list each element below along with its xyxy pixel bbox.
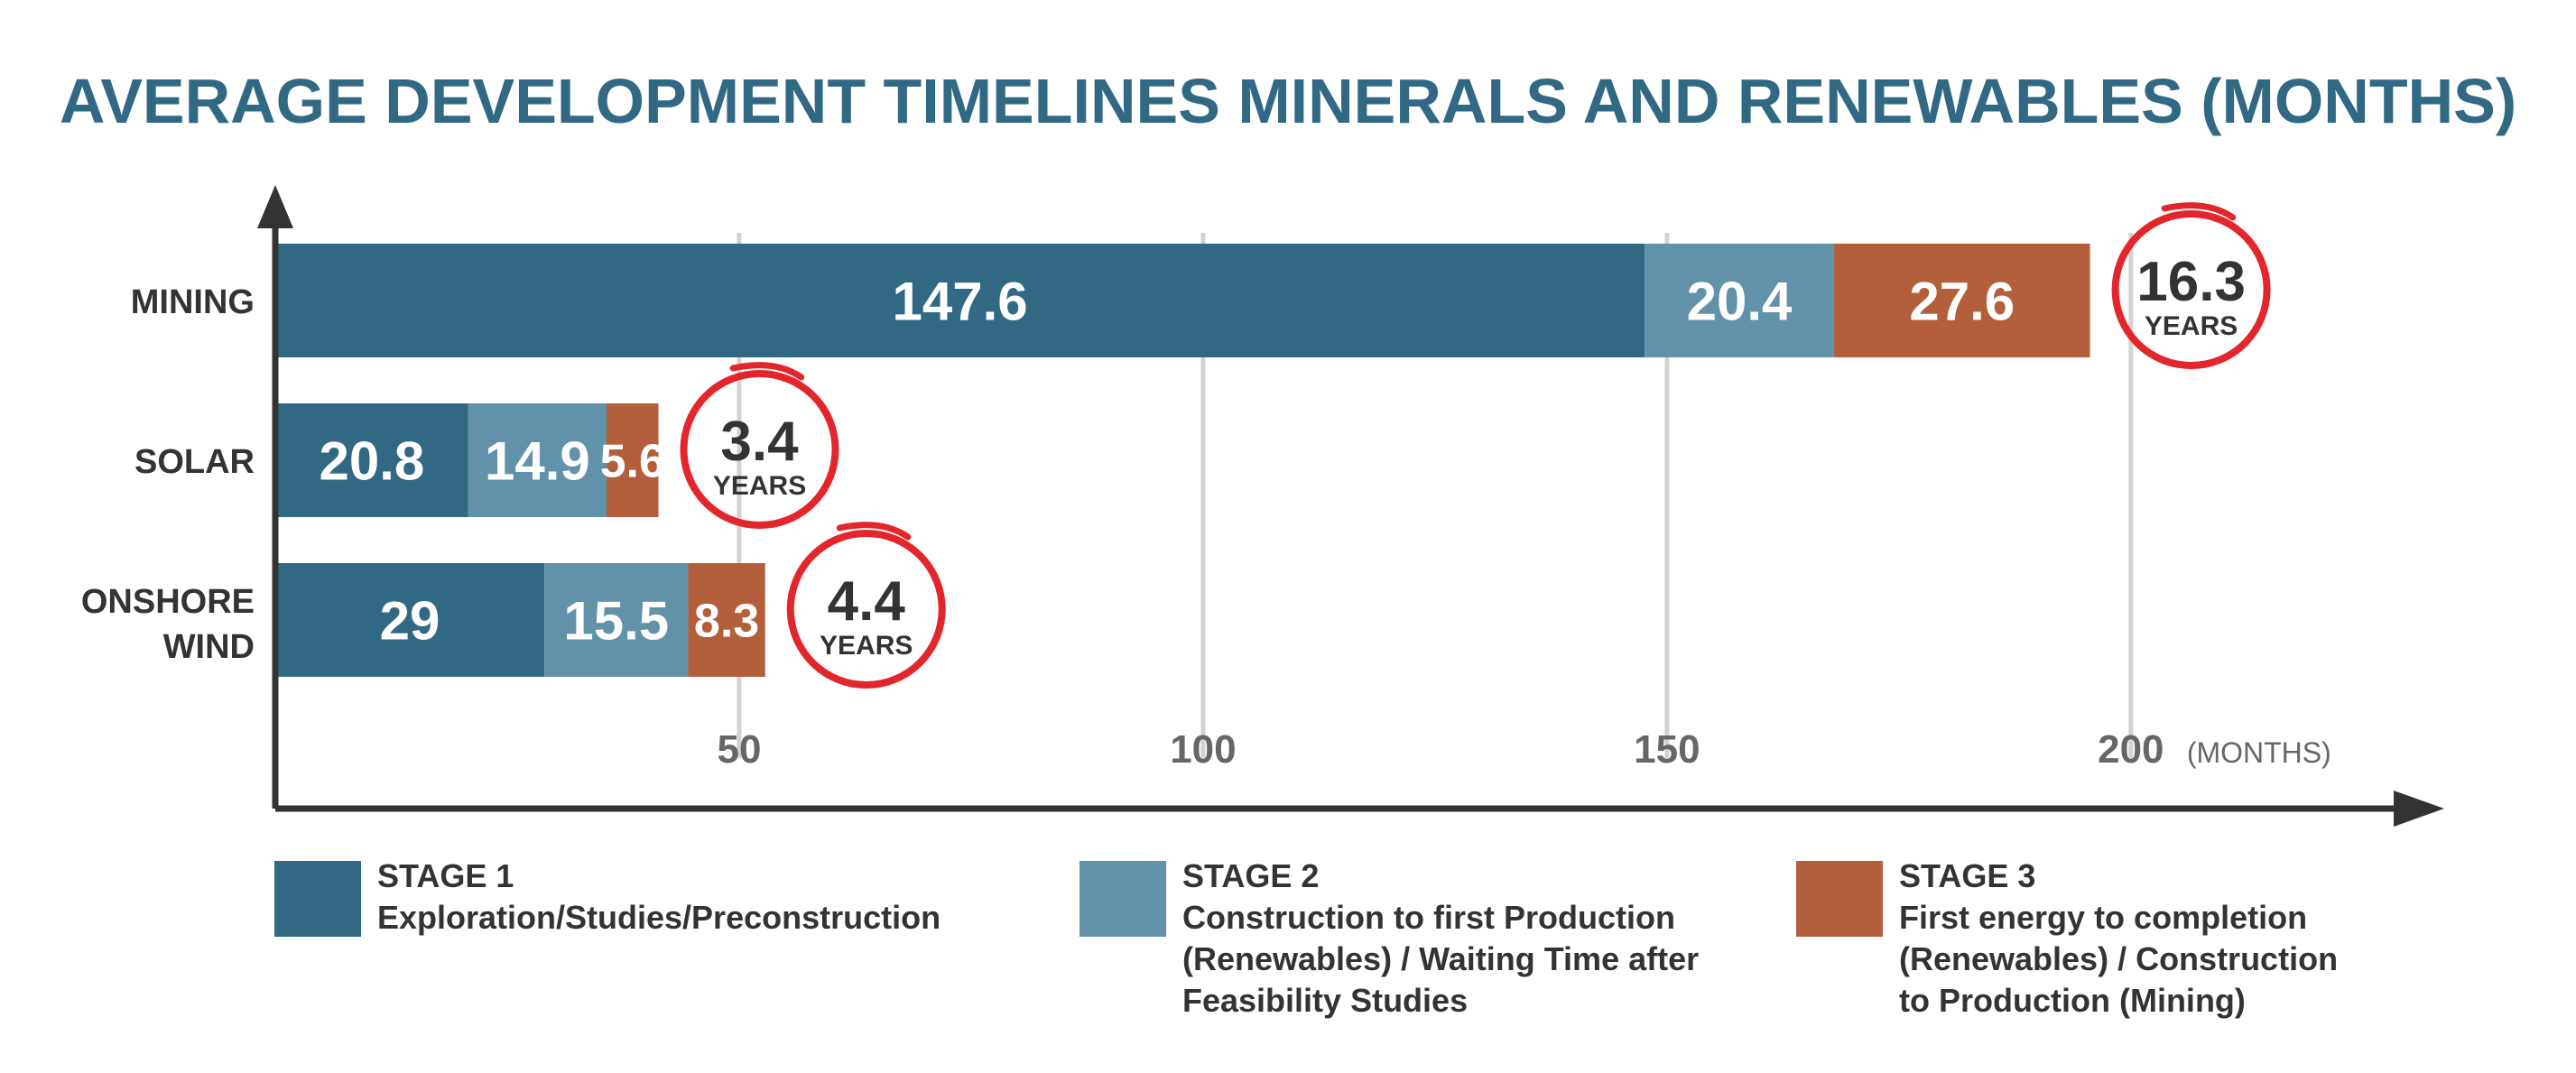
bar-segment xyxy=(688,563,765,677)
bar-segment xyxy=(1833,244,2090,357)
bar-segment xyxy=(606,403,659,517)
total-circle xyxy=(2111,210,2271,369)
category-label: WIND xyxy=(163,628,255,666)
x-tick-label: 200 xyxy=(2098,727,2164,772)
legend-label: STAGE 3 xyxy=(1899,857,2036,894)
bar-value-label: 147.6 xyxy=(893,272,1028,332)
x-axis-arrow-icon xyxy=(2394,791,2444,827)
bar-segment xyxy=(544,563,689,677)
bar-segment xyxy=(275,563,545,677)
bar-segment xyxy=(1645,244,1834,357)
x-tick-label: 50 xyxy=(717,727,761,772)
bar-value-label: 8.3 xyxy=(694,596,759,648)
x-axis-unit-label: (MONTHS) xyxy=(2187,736,2331,769)
total-circle-stroke xyxy=(729,362,805,381)
bar-segment xyxy=(275,244,1645,357)
chart-title: AVERAGE DEVELOPMENT TIMELINES MINERALS A… xyxy=(59,66,2517,136)
bar-value-label: 29 xyxy=(380,591,440,652)
legend-description-line: (Renewables) / Waiting Time after xyxy=(1182,940,1700,977)
total-circle-stroke xyxy=(836,522,912,541)
legend-label: STAGE 1 xyxy=(377,857,514,894)
total-value: 3.4 xyxy=(720,411,799,473)
category-label: ONSHORE xyxy=(81,583,255,621)
total-unit: YEARS xyxy=(820,631,913,661)
legend-description-line: Construction to first Production xyxy=(1182,899,1675,936)
legend-label: STAGE 2 xyxy=(1182,857,1320,894)
bar-segment xyxy=(468,403,607,517)
legend-swatch-stage-3 xyxy=(1796,861,1883,937)
legend-description-line: First energy to completion xyxy=(1899,899,2308,936)
bar-segment xyxy=(275,403,468,517)
bar-value-label: 14.9 xyxy=(485,431,590,492)
total-value: 4.4 xyxy=(828,570,906,633)
total-value: 16.3 xyxy=(2136,251,2246,313)
bar-value-label: 20.4 xyxy=(1687,272,1793,332)
x-tick-label: 100 xyxy=(1170,727,1236,772)
bar-value-label: 20.8 xyxy=(320,431,425,492)
category-label: MINING xyxy=(131,283,255,321)
total-unit: YEARS xyxy=(713,471,806,501)
total-circle xyxy=(786,530,946,689)
bar-value-label: 15.5 xyxy=(563,591,669,652)
total-circle xyxy=(680,370,839,529)
bar-value-label: 5.6 xyxy=(600,436,665,488)
y-axis-arrow-icon xyxy=(257,185,293,228)
bar-value-label: 27.6 xyxy=(1909,272,2015,332)
legend-description-line: Exploration/Studies/Preconstruction xyxy=(377,899,941,936)
legend-description-line: Feasibility Studies xyxy=(1182,982,1469,1019)
legend-swatch-stage-2 xyxy=(1080,861,1166,937)
legend-swatch-stage-1 xyxy=(274,861,361,937)
total-unit: YEARS xyxy=(2145,311,2238,341)
category-label: SOLAR xyxy=(134,443,255,481)
legend-description-line: to Production (Mining) xyxy=(1899,982,2246,1019)
legend-description-line: (Renewables) / Construction xyxy=(1899,940,2339,977)
x-tick-label: 150 xyxy=(1634,727,1700,772)
total-circle-stroke xyxy=(2161,202,2237,221)
